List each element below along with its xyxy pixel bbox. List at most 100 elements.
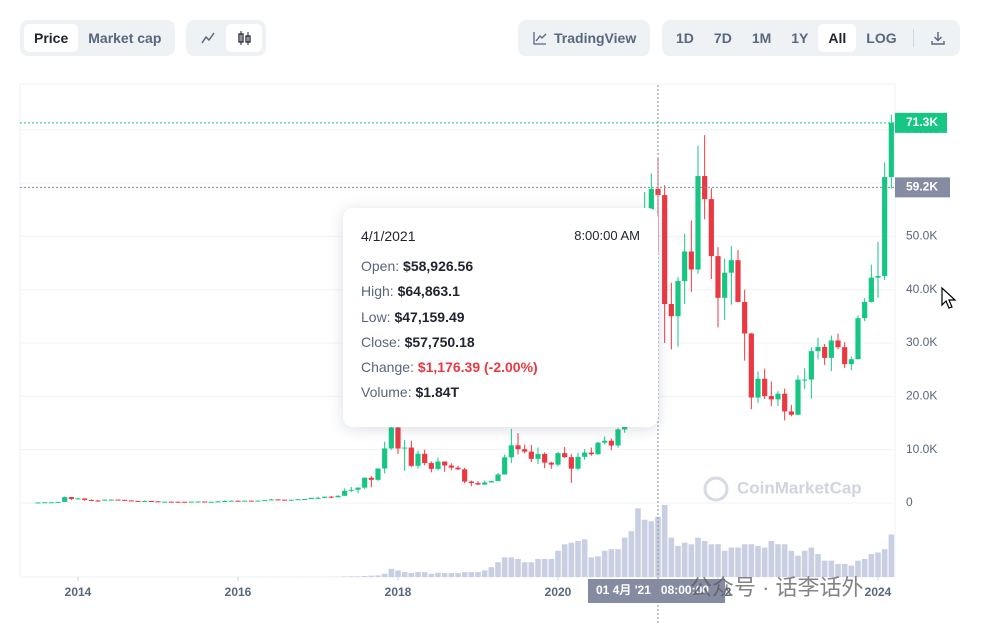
range-7d[interactable]: 7D <box>713 30 732 46</box>
volume-bar <box>375 575 381 577</box>
candle-body <box>862 301 868 319</box>
candle-body <box>162 501 168 503</box>
volume-bar <box>441 573 448 577</box>
candle-body <box>735 260 741 302</box>
candle-body <box>382 448 388 469</box>
download-button[interactable] <box>920 24 956 52</box>
tooltip-row: Volume: $1.84T <box>361 384 640 409</box>
candle-body <box>255 500 261 502</box>
candle-body <box>75 498 81 500</box>
candle-body <box>495 474 501 482</box>
candle-body <box>108 499 114 501</box>
watermark: CoinMarketCap <box>703 476 862 502</box>
line-icon <box>201 32 215 44</box>
volume-bar <box>395 570 401 577</box>
candle-body <box>562 453 568 458</box>
candle-body <box>335 495 341 498</box>
download-icon <box>930 32 945 45</box>
candle-body <box>808 351 814 380</box>
tab-price[interactable]: Price <box>24 24 79 52</box>
candle-body <box>875 275 881 278</box>
candle-body <box>102 499 108 501</box>
candle-body <box>55 501 61 503</box>
volume-bar <box>615 549 621 577</box>
volume-bar <box>775 544 781 577</box>
candle-body <box>508 445 514 458</box>
log-toggle[interactable]: LOG <box>866 30 897 46</box>
tradingview-group: TradingView <box>518 20 651 56</box>
tooltip-label: Open: <box>361 258 400 274</box>
volume-bar <box>795 555 801 577</box>
candle-body <box>262 500 268 502</box>
tradingview-button[interactable]: TradingView <box>522 24 646 52</box>
candle-body <box>82 498 88 500</box>
volume-bar <box>628 531 635 577</box>
candle-body <box>708 199 714 257</box>
candle-body <box>222 500 228 502</box>
range-1m[interactable]: 1M <box>751 30 772 46</box>
candle-body <box>115 499 121 501</box>
candle-body <box>315 497 321 499</box>
candle-body <box>368 477 374 480</box>
candle-body <box>308 497 314 500</box>
candle-chart-button[interactable] <box>226 24 262 52</box>
candle-body <box>728 260 734 273</box>
candle-body <box>202 501 208 503</box>
candle-body <box>742 301 748 334</box>
volume-bar <box>415 572 421 577</box>
volume-bar <box>621 537 628 577</box>
candle-body <box>682 251 688 282</box>
candle-body <box>248 500 254 502</box>
volume-bar <box>888 534 895 577</box>
volume-bar <box>641 519 648 577</box>
volume-bar <box>408 573 415 577</box>
candle-body <box>302 499 308 501</box>
volume-bar <box>861 559 868 577</box>
tooltip-row: High: $64,863.1 <box>361 283 640 308</box>
candle-body <box>542 453 548 463</box>
volume-bar <box>881 549 888 577</box>
range-all[interactable]: All <box>818 24 857 52</box>
candle-body <box>588 452 594 455</box>
x-tick-label: 2024 <box>865 585 892 599</box>
x-tick-label: 2020 <box>545 585 572 599</box>
volume-bar <box>555 550 561 577</box>
candle-body <box>155 501 161 503</box>
volume-bar <box>381 573 388 577</box>
volume-bar <box>561 544 568 577</box>
candle-body <box>568 457 574 469</box>
candle-body <box>275 499 281 501</box>
range-1d[interactable]: 1D <box>676 30 694 46</box>
tooltip-row: Open: $58,926.56 <box>361 258 640 283</box>
volume-bar <box>835 563 841 577</box>
chart-type-tabs <box>186 20 266 56</box>
candle-body <box>608 440 614 446</box>
candle-body <box>295 499 301 501</box>
line-chart-button[interactable] <box>190 24 226 52</box>
volume-bar <box>708 544 715 577</box>
volume-bar <box>581 539 588 577</box>
range-tabs: 1D 7D 1M 1Y All LOG <box>662 20 960 56</box>
candle-body <box>95 500 101 502</box>
candle-icon <box>238 31 251 45</box>
candle-body <box>142 500 148 502</box>
volume-bar <box>648 521 655 577</box>
tooltip-rows: Open: $58,926.56 High: $64,863.1 Low: $47,… <box>361 258 640 410</box>
candle-body <box>555 453 561 465</box>
y-tick-label: 0 <box>906 495 913 509</box>
candle-body <box>235 500 241 502</box>
candle-body <box>795 379 801 415</box>
candle-body <box>48 502 54 504</box>
tab-market-cap[interactable]: Market cap <box>88 30 162 46</box>
candle-body <box>408 447 414 466</box>
tooltip-date: 4/1/2021 <box>361 228 416 244</box>
watermark-logo <box>703 476 729 502</box>
range-1y[interactable]: 1Y <box>791 30 809 46</box>
volume-bar <box>428 573 435 577</box>
candle-body <box>855 318 861 360</box>
volume-bar <box>435 572 441 577</box>
candle-body <box>475 483 481 485</box>
candle-body <box>662 195 668 304</box>
candle-body <box>715 256 721 298</box>
volume-bar <box>841 563 848 577</box>
